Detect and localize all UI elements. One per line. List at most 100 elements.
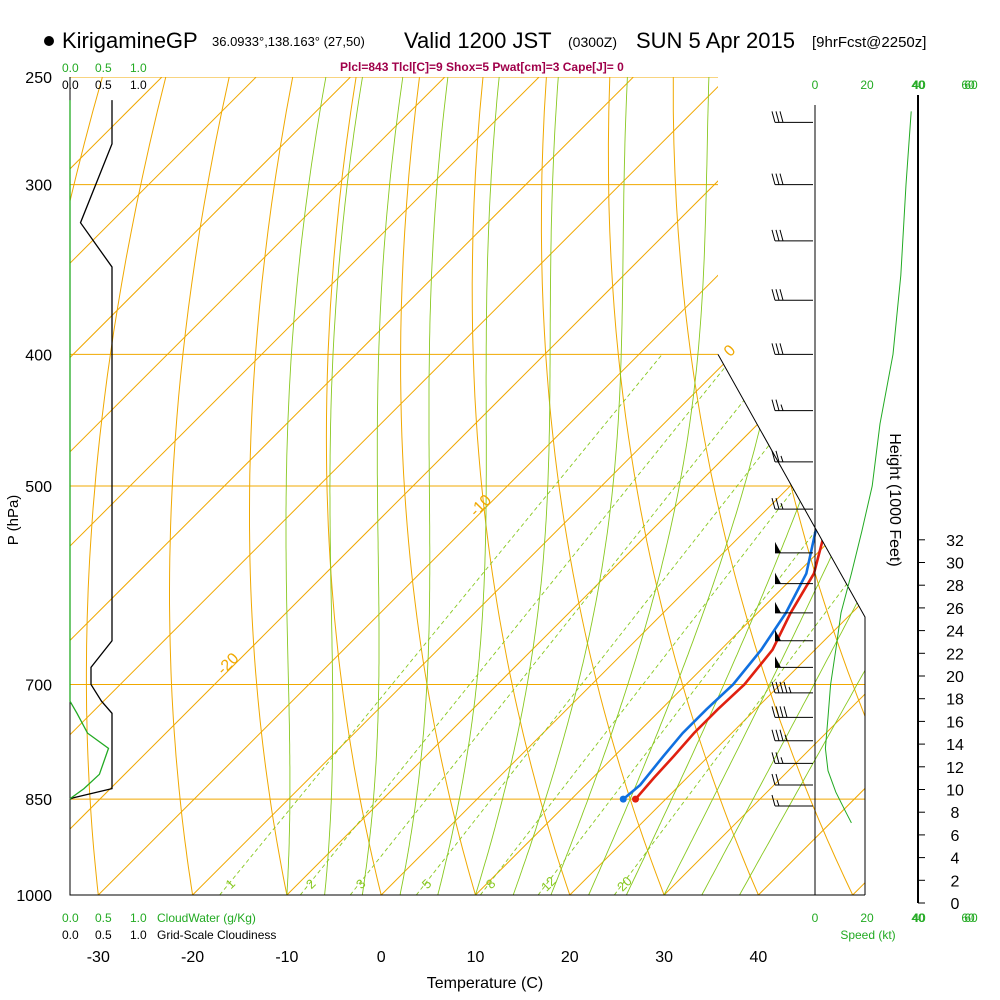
mixing-ratio-line (219, 354, 663, 895)
cloudwater-tick-bottom: 0.0 (62, 911, 79, 925)
isotherm-line (852, 77, 865, 895)
wind-barb-half-flag (780, 404, 784, 411)
wind-speed-tick-top: 40 (912, 78, 926, 92)
isotherm-line (663, 77, 865, 895)
mixing-ratio-label: 12 (538, 873, 559, 894)
wind-speed-tick-bottom: 20 (860, 911, 874, 925)
dry-adiabat (672, 77, 854, 895)
mixing-ratio-line (537, 354, 865, 895)
dry-adiabat (400, 77, 476, 895)
moist-adiabat (399, 77, 449, 895)
wind-barb-flag (771, 229, 776, 241)
temperature-tick-label: 20 (561, 949, 579, 966)
height-tick-label: 24 (946, 624, 964, 641)
dry-adiabat (85, 77, 167, 895)
wind-barb (771, 111, 813, 123)
wind-barb (771, 706, 813, 718)
moist-adiabat (475, 77, 559, 895)
wind-barb-flag (771, 399, 776, 411)
moist-adiabat (739, 77, 865, 895)
cloudiness-tick-bottom: 0.0 (62, 928, 79, 942)
cloudwater-tick-bottom: 0.5 (95, 911, 112, 925)
moist-adiabat (663, 77, 865, 895)
pressure-tick-label: 850 (25, 792, 52, 809)
wind-barb (771, 773, 813, 786)
height-tick-label: 28 (946, 578, 964, 595)
wind-barb-flag (771, 729, 776, 741)
pressure-tick-label: 700 (25, 678, 52, 695)
cloudwater-legend: CloudWater (g/Kg) (157, 911, 256, 925)
wind-barb (771, 794, 813, 807)
wind-barb-flag (779, 229, 784, 241)
wind-barb-pennant (775, 541, 781, 553)
dry-adiabat (607, 77, 759, 895)
dry-adiabat (169, 77, 230, 895)
isotherm-line (286, 77, 865, 895)
isotherm-label: 0 (721, 342, 739, 360)
wind-barb (771, 289, 813, 301)
wind-barb-flag (775, 229, 780, 241)
isotherm-label: -20 (214, 650, 242, 678)
wind-barb-flag (775, 173, 780, 185)
height-tick-label: 20 (946, 669, 964, 686)
wind-barb-flag (775, 773, 780, 786)
temperature-tick-label: -10 (275, 949, 298, 966)
forecast-info: [9hrFcst@2250z] (812, 34, 927, 51)
wind-speed-tick-bottom: 0 (812, 911, 819, 925)
mixing-ratio-line (349, 354, 781, 895)
height-tick-label: 0 (951, 896, 960, 913)
wind-barb-flag (779, 729, 784, 741)
wind-barb-flag (775, 111, 780, 123)
isotherm-line (475, 77, 865, 895)
wind-barb-half-flag (780, 502, 784, 510)
wind-barb-flag (771, 773, 776, 786)
wind-barb (771, 229, 813, 242)
surface-temperature-marker (632, 795, 640, 803)
pressure-tick-label: 300 (25, 178, 52, 195)
wind-barb-flag (779, 173, 784, 185)
wind-barb (771, 498, 813, 510)
height-tick-label: 22 (946, 646, 964, 663)
height-tick-label: 6 (951, 828, 960, 845)
moist-adiabat (285, 77, 327, 895)
wind-barb-flag (771, 706, 776, 718)
wind-barb-flag (779, 343, 784, 355)
cloudiness-legend: Grid-Scale Cloudiness (157, 928, 276, 942)
pressure-tick-label: 250 (25, 70, 52, 87)
height-tick-label: 12 (946, 760, 964, 777)
dry-adiabat (863, 77, 865, 895)
wind-barb-flag (771, 343, 776, 355)
height-tick-label: 32 (946, 533, 964, 550)
dry-adiabat (990, 77, 1000, 895)
wind-barb-flag (775, 681, 780, 694)
temperature-axis-title: Temperature (C) (427, 975, 543, 992)
height-tick-label: 30 (946, 556, 964, 573)
height-axis-title: Height (1000 Feet) (886, 433, 903, 566)
isotherm-line (70, 77, 729, 895)
wind-speed-tick-bottom: 40 (911, 911, 925, 925)
wind-barb (775, 541, 813, 554)
isotherm-line (70, 77, 823, 895)
wind-barb-flag (779, 706, 784, 718)
wind-barb-flag (771, 111, 776, 123)
pressure-tick-label: 500 (25, 479, 52, 496)
isotherm-line (70, 77, 634, 895)
wind-barb-flag (771, 498, 776, 510)
temperature-profile (634, 111, 865, 800)
wind-speed-tick-bottom: 60 (961, 911, 975, 925)
cloudwater-tick-top: 0.5 (95, 61, 112, 75)
temperature-tick-label: 0 (377, 949, 386, 966)
mixing-ratio-line (479, 354, 865, 895)
wind-barb-flag (775, 450, 780, 463)
height-tick-label: 16 (946, 714, 964, 731)
cloudiness-profile (69, 100, 113, 800)
wind-speed-tick-top: 40 (911, 78, 925, 92)
moist-adiabat (324, 77, 363, 895)
site-name: KirigamineGP (62, 28, 198, 53)
temperature-tick-label: -30 (87, 949, 110, 966)
cloudiness-tick-top: 0.0 (62, 78, 79, 92)
wind-barb (775, 629, 813, 642)
height-tick-label: 26 (946, 601, 964, 618)
cloudwater-profile (69, 100, 110, 800)
